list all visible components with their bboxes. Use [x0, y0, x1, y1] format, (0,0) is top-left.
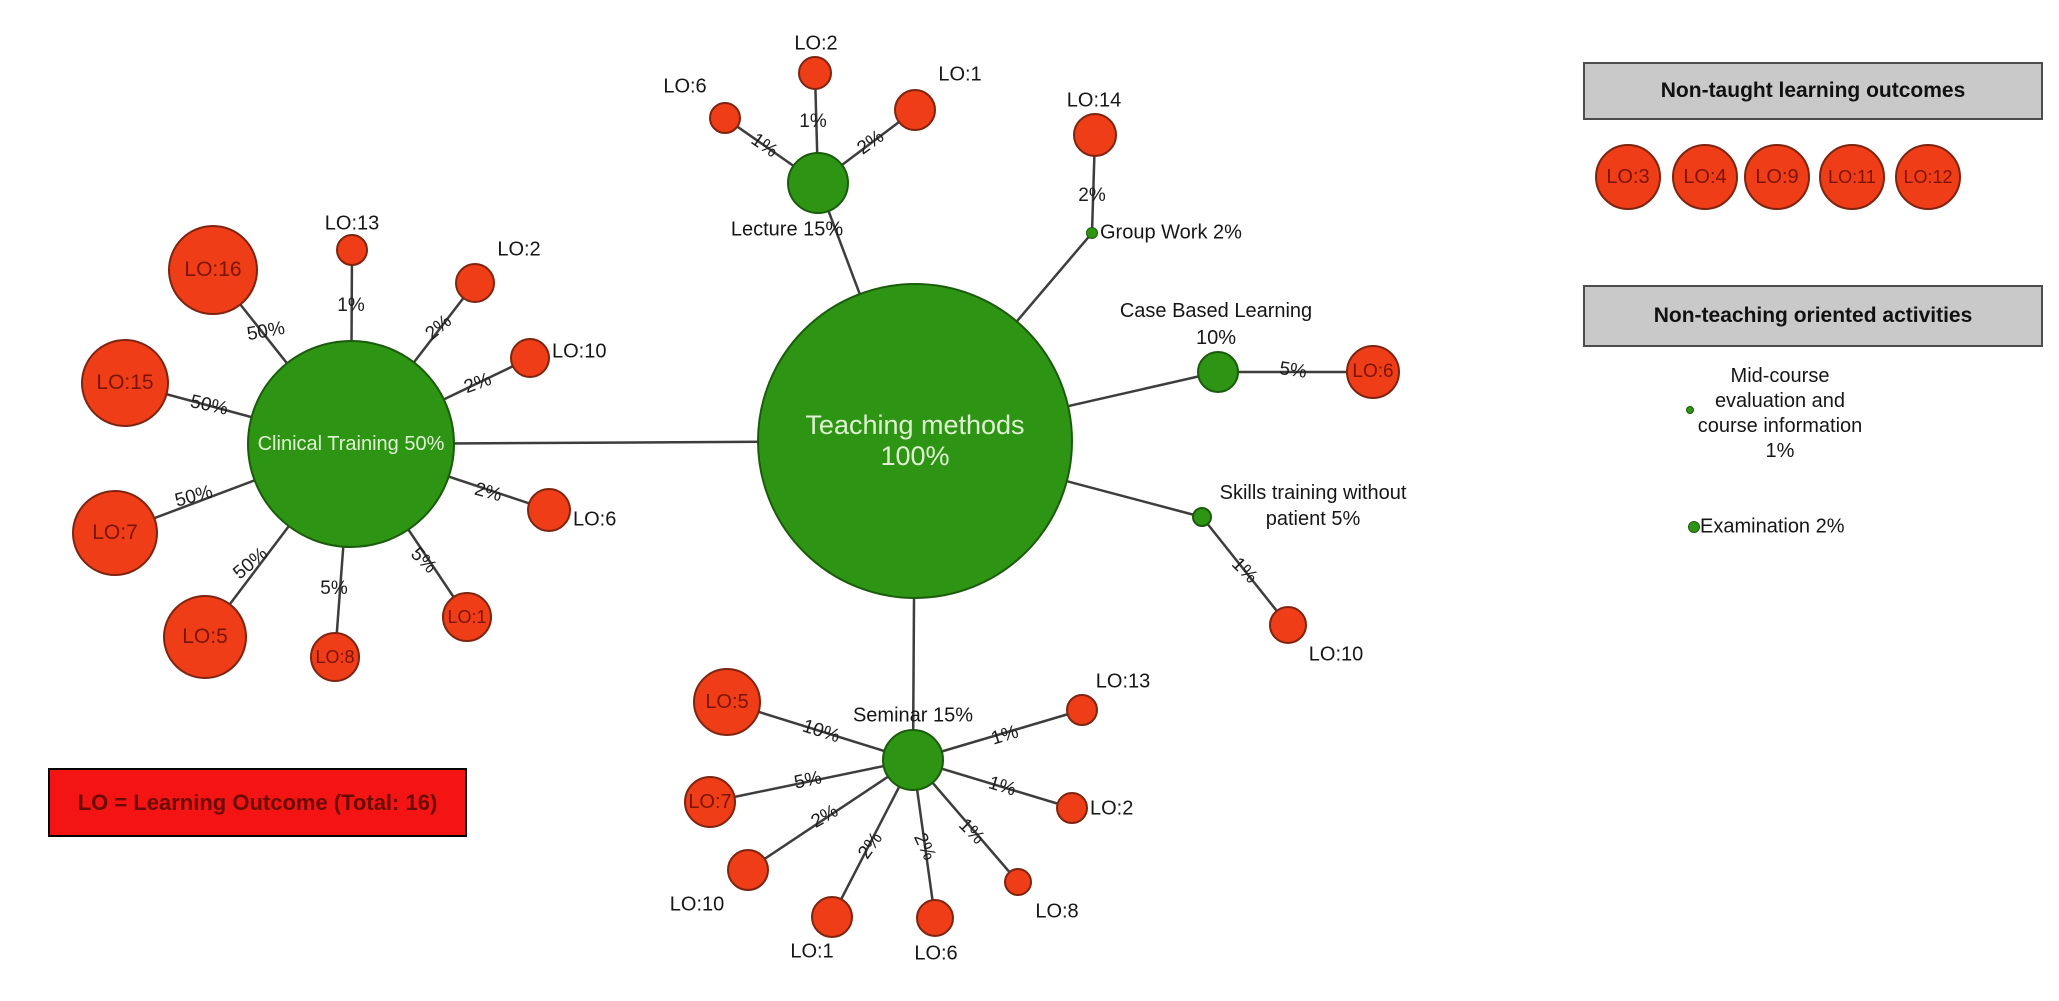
node-lo4-legend: LO:4	[1672, 144, 1738, 210]
label-groupwork-label: Group Work 2%	[1100, 221, 1242, 244]
edge-label: 1%	[799, 111, 827, 132]
node-lo3-legend: LO:3	[1595, 144, 1661, 210]
node-lo7-seminar: LO:7	[684, 776, 736, 828]
edge-label: 5%	[1278, 358, 1309, 383]
label-lo2-lecture-label: LO:2	[794, 32, 838, 55]
label-lo2-clinical-label: LO:2	[497, 238, 541, 261]
node-lo10-skills	[1269, 606, 1307, 644]
label-lo6-seminar-label: LO:6	[914, 942, 958, 965]
node-lo2-seminar	[1056, 792, 1088, 824]
label-lo13-clinical-label: LO:13	[324, 212, 380, 235]
node-lo2-lecture	[798, 56, 832, 90]
node-lo6-lecture	[709, 102, 741, 134]
node-lo11-legend: LO:11	[1819, 144, 1885, 210]
node-lo13-seminar	[1066, 694, 1098, 726]
node-lo8-seminar	[1004, 868, 1032, 896]
node-lo10-clinical	[510, 338, 550, 378]
node-lo14-groupwork	[1073, 113, 1117, 157]
label-lo10-seminar-label: LO:10	[669, 893, 725, 916]
node-lo1-lecture	[894, 89, 936, 131]
label-lo8-seminar-label: LO:8	[1035, 900, 1079, 923]
node-group-work	[1086, 227, 1098, 239]
label-lo6-lecture-label: LO:6	[663, 75, 707, 98]
edge-label: 1%	[337, 295, 365, 316]
node-lo5-seminar: LO:5	[693, 668, 761, 736]
node-lo6-clinical	[527, 488, 571, 532]
edge-label: 2%	[1078, 185, 1106, 206]
label-casebased-label: Case Based Learning 10%	[1119, 300, 1313, 349]
label-lo1-seminar-label: LO:1	[790, 940, 834, 963]
node-lo12-legend: LO:12	[1895, 144, 1961, 210]
edge-line	[747, 758, 914, 872]
label-lo10-clinical-label: LO:10	[552, 340, 607, 363]
label-skills-label: Skills training without patient 5%	[1219, 482, 1407, 530]
node-clinical-training: Clinical Training 50%	[247, 340, 455, 548]
node-lo1-seminar	[811, 896, 853, 938]
node-lo7-clinical: LO:7	[72, 490, 158, 576]
node-lo2-clinical	[455, 263, 495, 303]
node-skills-training	[1192, 507, 1212, 527]
label-lo1-lecture-label: LO:1	[938, 63, 982, 86]
label-seminar-label: Seminar 15%	[852, 704, 974, 727]
edge-line	[1201, 516, 1289, 626]
node-lo15-clinical: LO:15	[81, 339, 169, 427]
node-lo6-seminar	[916, 899, 954, 937]
node-lo6-casebased: LO:6	[1346, 345, 1400, 399]
node-lo16-clinical: LO:16	[168, 225, 258, 315]
edge-label: 5%	[320, 578, 348, 599]
label-midcourse-label: Mid-course evaluation and course informa…	[1697, 365, 1863, 462]
node-lecture	[787, 152, 849, 214]
label-lo14-label: LO:14	[1066, 89, 1122, 112]
label-lecture-label: Lecture 15%	[730, 218, 844, 241]
node-lo8-clinical: LO:8	[310, 632, 360, 682]
node-lo10-seminar	[727, 849, 769, 891]
node-lo13-clinical	[336, 234, 368, 266]
node-case-based-learning	[1197, 351, 1239, 393]
node-midcourse-dot	[1686, 406, 1694, 414]
label-examination-label: Examination 2%	[1700, 515, 1845, 538]
node-examination-dot	[1688, 521, 1700, 533]
legend-header-non-teaching-oriented-activities: Non-teaching oriented activities	[1583, 285, 2043, 347]
node-lo1-clinical: LO:1	[442, 592, 492, 642]
note-box-lo-abbreviation: LO = Learning Outcome (Total: 16)	[48, 768, 467, 837]
label-lo13-seminar-label: LO:13	[1095, 670, 1151, 693]
label-lo6-clinical-label: LO:6	[573, 508, 617, 531]
node-teaching-methods: Teaching methods 100%	[757, 283, 1073, 599]
node-lo9-legend: LO:9	[1744, 144, 1810, 210]
node-seminar	[882, 729, 944, 791]
label-lo2-seminar-label: LO:2	[1090, 797, 1134, 820]
label-lo10-skills-label: LO:10	[1308, 643, 1364, 666]
node-lo5-clinical: LO:5	[163, 595, 247, 679]
edge-line	[709, 758, 914, 804]
legend-header-non-taught-learning-outcomes: Non-taught learning outcomes	[1583, 62, 2043, 120]
